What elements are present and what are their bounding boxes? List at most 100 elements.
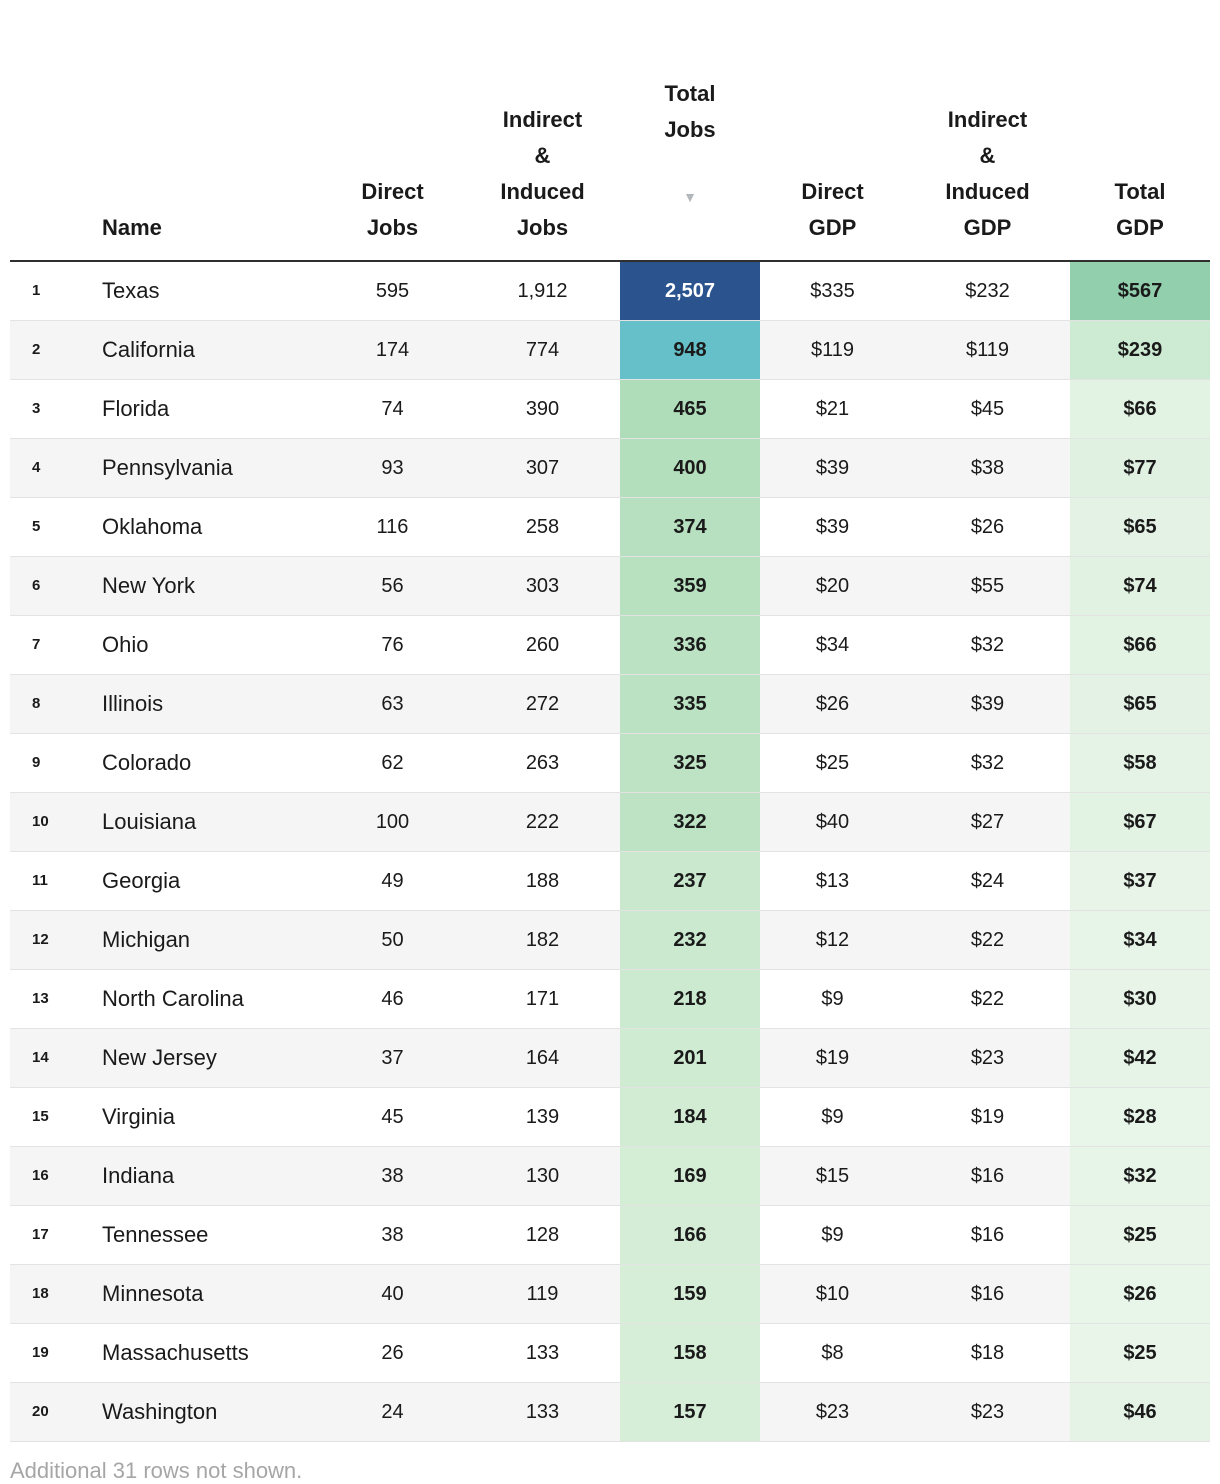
rank-cell: 16 <box>10 1146 90 1206</box>
rank-cell: 5 <box>10 497 90 557</box>
direct-jobs-cell: 62 <box>320 733 465 793</box>
direct-gdp-cell: $26 <box>760 674 905 734</box>
direct-jobs-cell: 74 <box>320 379 465 439</box>
total-jobs-cell: 400 <box>620 438 760 498</box>
total-gdp-cell: $77 <box>1070 438 1210 498</box>
direct-gdp-cell: $12 <box>760 910 905 970</box>
total-jobs-header-label: Total Jobs <box>664 81 716 142</box>
direct-jobs-cell: 45 <box>320 1087 465 1147</box>
table-row: 16 Indiana 38 130 169 $15 $16 $32 <box>10 1146 1210 1206</box>
direct-gdp-cell: $9 <box>760 969 905 1029</box>
column-header-direct-gdp[interactable]: Direct GDP <box>760 0 905 262</box>
column-header-indirect-induced-jobs[interactable]: Indirect & Induced Jobs <box>465 0 620 262</box>
rank-cell: 9 <box>10 733 90 793</box>
jobs-gdp-table-container: Name Direct Jobs Indirect & Induced Jobs… <box>10 0 1210 1442</box>
direct-jobs-cell: 38 <box>320 1205 465 1265</box>
table-row: 5 Oklahoma 116 258 374 $39 $26 $65 <box>10 497 1210 557</box>
total-gdp-cell: $34 <box>1070 910 1210 970</box>
indirect-induced-gdp-cell: $18 <box>905 1323 1070 1383</box>
direct-jobs-cell: 116 <box>320 497 465 557</box>
table-row: 14 New Jersey 37 164 201 $19 $23 $42 <box>10 1028 1210 1088</box>
indirect-induced-jobs-cell: 182 <box>465 910 620 970</box>
column-header-indirect-induced-gdp[interactable]: Indirect & Induced GDP <box>905 0 1070 262</box>
indirect-induced-gdp-cell: $23 <box>905 1382 1070 1442</box>
state-name-cell: Georgia <box>90 851 320 911</box>
total-jobs-cell: 374 <box>620 497 760 557</box>
state-name-cell: Minnesota <box>90 1264 320 1324</box>
rank-cell: 4 <box>10 438 90 498</box>
state-name-cell: North Carolina <box>90 969 320 1029</box>
column-header-rank <box>10 0 90 262</box>
total-jobs-cell: 159 <box>620 1264 760 1324</box>
rank-cell: 1 <box>32 282 41 299</box>
indirect-induced-jobs-cell: 188 <box>465 851 620 911</box>
state-name-cell: California <box>90 320 320 380</box>
table-row: 4 Pennsylvania 93 307 400 $39 $38 $77 <box>10 438 1210 498</box>
indirect-induced-gdp-cell: $45 <box>905 379 1070 439</box>
total-gdp-cell: $37 <box>1070 851 1210 911</box>
total-gdp-cell: $239 <box>1070 320 1210 380</box>
state-name-cell: Pennsylvania <box>90 438 320 498</box>
rank-cell: 3 <box>10 379 90 439</box>
indirect-induced-gdp-cell: $24 <box>905 851 1070 911</box>
table-row: 17 Tennessee 38 128 166 $9 $16 $25 <box>10 1205 1210 1265</box>
rank-cell: 13 <box>10 969 90 1029</box>
indirect-induced-jobs-cell: 263 <box>465 733 620 793</box>
direct-jobs-cell: 595 <box>375 280 410 302</box>
direct-jobs-cell: 93 <box>320 438 465 498</box>
table-row: 13 North Carolina 46 171 218 $9 $22 $30 <box>10 969 1210 1029</box>
indirect-induced-jobs-cell: 260 <box>465 615 620 675</box>
total-gdp-cell: $74 <box>1070 556 1210 616</box>
state-name-cell: Tennessee <box>90 1205 320 1265</box>
direct-gdp-cell: $20 <box>760 556 905 616</box>
table-row: 1 Texas 595 1,912 2,507 $335 $232 $567 <box>10 261 1210 321</box>
state-name-cell: Washington <box>90 1382 320 1442</box>
total-gdp-cell: $58 <box>1070 733 1210 793</box>
state-name-cell: Virginia <box>90 1087 320 1147</box>
direct-jobs-cell: 76 <box>320 615 465 675</box>
indirect-induced-jobs-cell: 774 <box>465 320 620 380</box>
state-name-cell: Massachusetts <box>90 1323 320 1383</box>
total-jobs-cell: 184 <box>620 1087 760 1147</box>
jobs-gdp-table: Name Direct Jobs Indirect & Induced Jobs… <box>10 0 1210 1442</box>
total-gdp-cell: $26 <box>1070 1264 1210 1324</box>
direct-jobs-cell: 40 <box>320 1264 465 1324</box>
indirect-induced-jobs-cell: 171 <box>465 969 620 1029</box>
direct-jobs-cell: 56 <box>320 556 465 616</box>
direct-gdp-cell: $23 <box>760 1382 905 1442</box>
column-header-total-gdp[interactable]: Total GDP <box>1070 0 1210 262</box>
state-name-cell: Oklahoma <box>90 497 320 557</box>
total-gdp-cell: $28 <box>1070 1087 1210 1147</box>
state-name-cell: New York <box>90 556 320 616</box>
total-gdp-cell: $42 <box>1070 1028 1210 1088</box>
indirect-induced-jobs-cell: 133 <box>465 1382 620 1442</box>
indirect-induced-gdp-cell: $27 <box>905 792 1070 852</box>
indirect-induced-jobs-cell: 133 <box>465 1323 620 1383</box>
total-gdp-cell: $25 <box>1070 1205 1210 1265</box>
rows-not-shown-note: Additional 31 rows not shown. <box>10 1458 303 1483</box>
table-row: 2 California 174 774 948 $119 $119 $239 <box>10 320 1210 380</box>
total-jobs-cell: 948 <box>620 320 760 380</box>
state-name-cell: Florida <box>90 379 320 439</box>
total-gdp-cell: $32 <box>1070 1146 1210 1206</box>
indirect-induced-gdp-cell: $232 <box>965 280 1010 302</box>
state-name-cell: Michigan <box>90 910 320 970</box>
rank-cell: 14 <box>10 1028 90 1088</box>
indirect-induced-gdp-cell: $16 <box>905 1146 1070 1206</box>
indirect-induced-gdp-cell: $26 <box>905 497 1070 557</box>
rank-cell: 20 <box>10 1382 90 1442</box>
direct-jobs-cell: 63 <box>320 674 465 734</box>
table-row: 8 Illinois 63 272 335 $26 $39 $65 <box>10 674 1210 734</box>
state-name-cell: Colorado <box>90 733 320 793</box>
rank-cell: 18 <box>10 1264 90 1324</box>
rank-cell: 19 <box>10 1323 90 1383</box>
header-row: Name Direct Jobs Indirect & Induced Jobs… <box>10 0 1210 262</box>
column-header-total-jobs[interactable]: Total Jobs ▼ <box>620 0 760 262</box>
column-header-direct-jobs[interactable]: Direct Jobs <box>320 0 465 262</box>
column-header-name[interactable]: Name <box>90 0 320 262</box>
total-jobs-cell: 322 <box>620 792 760 852</box>
rank-cell: 7 <box>10 615 90 675</box>
indirect-induced-jobs-cell: 258 <box>465 497 620 557</box>
total-gdp-cell: $65 <box>1070 674 1210 734</box>
state-name-cell: Texas <box>102 278 160 303</box>
